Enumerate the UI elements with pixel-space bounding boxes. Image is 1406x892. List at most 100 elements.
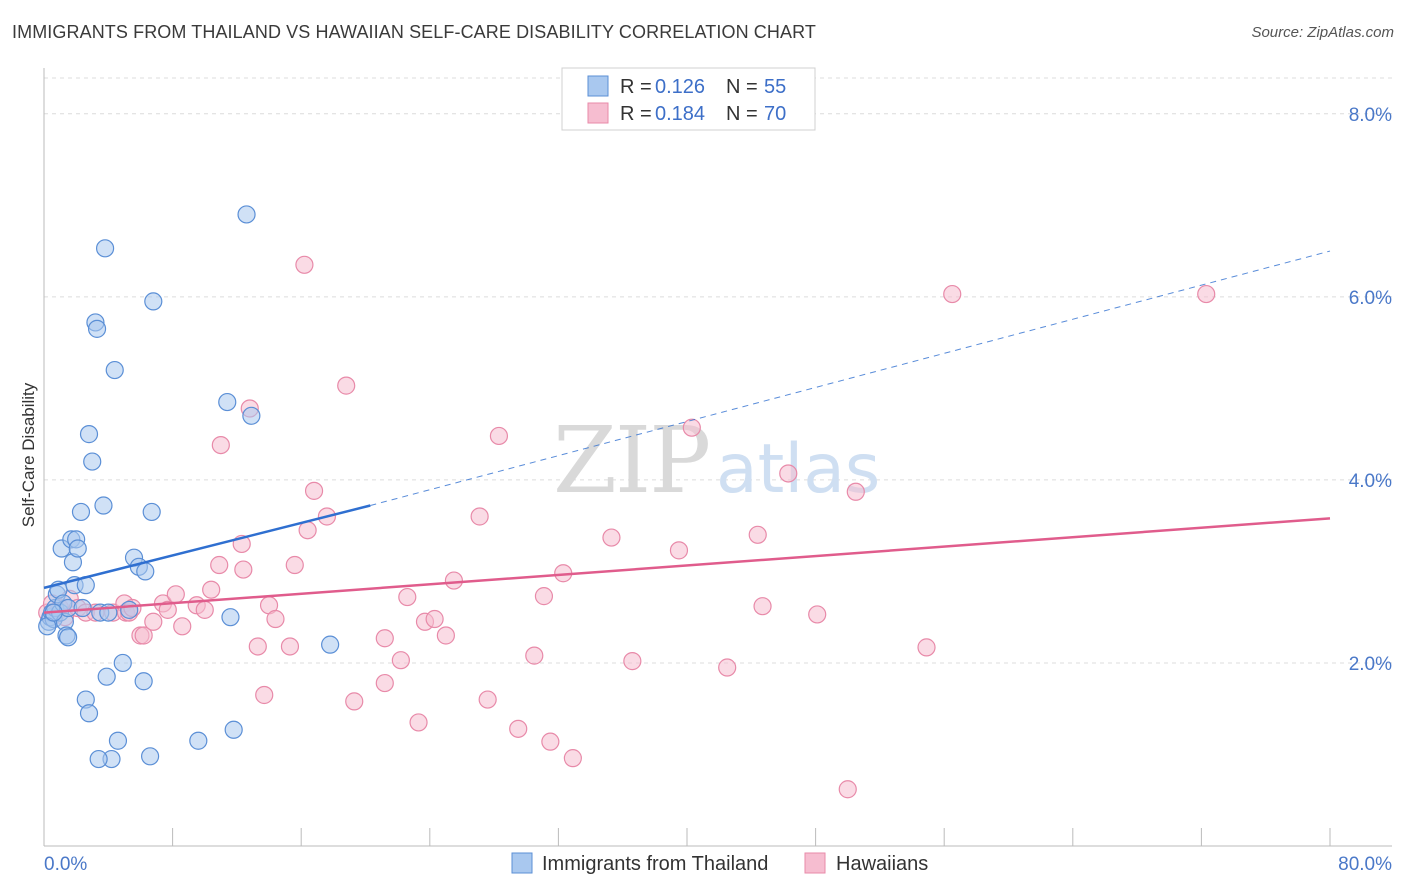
hawaiians-point [202, 580, 221, 599]
hawaiians-point [210, 555, 229, 575]
thailand-point [79, 425, 99, 444]
series-swatch-hawaiians [804, 852, 826, 874]
thailand-point [97, 667, 116, 686]
thailand-point [136, 562, 155, 581]
hawaiians-point [470, 507, 489, 526]
hawaiians-point [304, 481, 324, 500]
hawaiians-point [298, 521, 317, 540]
hawaiians-point [375, 629, 394, 648]
thailand-point [71, 502, 91, 522]
thailand-point [142, 502, 161, 522]
y-tick-label: 4.0% [1349, 471, 1392, 492]
trend-lines [43, 250, 1331, 614]
hawaiians-point [779, 464, 798, 483]
hawaiians-point [134, 626, 153, 645]
y-tick-labels: 2.0% 4.0% 6.0% 8.0% [1349, 105, 1392, 675]
thailand-trend-line [43, 504, 371, 590]
thailand-point [321, 635, 340, 654]
hawaiians-point [266, 609, 285, 629]
hawaiians-point [623, 652, 642, 671]
series-label-hawaiians: Hawaiians [836, 853, 928, 875]
thailand-point [95, 239, 115, 258]
legend-r-value-2: 0.184 [655, 103, 705, 125]
thailand-point [59, 628, 78, 647]
hawaiians-point [917, 638, 936, 657]
x-ticks [172, 828, 1331, 846]
thailand-point [108, 731, 128, 750]
hawaiians-point [345, 692, 364, 711]
source-credit: Source: ZipAtlas.com [1251, 24, 1394, 41]
hawaiians-point [173, 617, 192, 636]
legend-n-value-1: 55 [764, 76, 786, 98]
hawaiians-point [602, 528, 621, 547]
hawaiians-point [166, 585, 185, 604]
thailand-point [140, 747, 160, 766]
thailand-point [218, 392, 237, 412]
thailand-points [38, 205, 340, 769]
correlation-legend: R = 0.126 N = 55 R = 0.184 N = 70 [561, 67, 816, 131]
hawaiians-point [534, 587, 554, 606]
hawaiians-point [391, 651, 410, 670]
hawaiians-point [563, 749, 582, 768]
hawaiians-trend-line [43, 517, 1331, 614]
thailand-point [237, 205, 256, 224]
hawaiians-point [478, 690, 497, 709]
thailand-point [68, 539, 87, 558]
thailand-point [87, 319, 107, 338]
hawaiians-point [248, 637, 267, 656]
hawaiians-point [436, 626, 455, 645]
hawaiians-point [846, 482, 865, 501]
y-axis-label: Self-Care Disability [19, 382, 38, 527]
legend-r-label-1: R = [620, 76, 652, 98]
hawaiians-point [509, 719, 528, 738]
legend-r-label-2: R = [620, 103, 652, 125]
hawaiians-point [718, 658, 737, 677]
hawaiians-point [808, 605, 827, 624]
thailand-point [120, 600, 139, 619]
hawaiians-point [195, 600, 214, 619]
series-legend: Immigrants from Thailand Hawaiians [511, 852, 928, 875]
hawaiians-point [444, 571, 464, 590]
hawaiians-point [144, 612, 163, 631]
hawaiians-point [1197, 284, 1216, 304]
hawaiians-point [295, 255, 314, 274]
hawaiians-point [525, 646, 544, 665]
chart-title: IMMIGRANTS FROM THAILAND VS HAWAIIAN SEL… [12, 22, 816, 42]
thailand-point [242, 406, 261, 425]
thailand-trend-extension [370, 250, 1331, 506]
thailand-point [83, 452, 102, 471]
legend-swatch-blue [587, 75, 609, 97]
legend-r-value-1: 0.126 [655, 76, 705, 98]
hawaiians-point [409, 713, 428, 732]
thailand-point [94, 496, 113, 515]
hawaiians-point [943, 284, 962, 304]
thailand-point [221, 608, 240, 627]
hawaiians-point [285, 555, 304, 575]
y-tick-label: 8.0% [1349, 105, 1392, 126]
hawaiians-point [489, 426, 509, 446]
hawaiians-point [255, 685, 274, 705]
hawaiians-points [38, 255, 1216, 799]
hawaiians-point [211, 436, 230, 455]
hawaiians-point [669, 541, 689, 560]
thailand-point [189, 731, 208, 750]
legend-n-value-2: 70 [764, 103, 786, 125]
hawaiians-point [234, 560, 253, 579]
hawaiians-point [425, 609, 444, 629]
hawaiians-point [541, 732, 560, 751]
hawaiians-point [753, 597, 772, 616]
legend-swatch-pink [587, 102, 609, 124]
thailand-point [113, 653, 132, 673]
series-label-thailand: Immigrants from Thailand [542, 853, 768, 875]
thailand-point [134, 672, 153, 691]
hawaiians-point [375, 673, 394, 693]
thailand-point [73, 598, 92, 618]
thailand-point [224, 720, 243, 739]
hawaiians-point [337, 376, 356, 395]
y-tick-label: 2.0% [1349, 654, 1392, 675]
hawaiians-point [280, 637, 300, 656]
hawaiians-point [398, 587, 417, 607]
y-tick-label: 6.0% [1349, 288, 1392, 309]
legend-n-label-1: N = [726, 76, 758, 98]
